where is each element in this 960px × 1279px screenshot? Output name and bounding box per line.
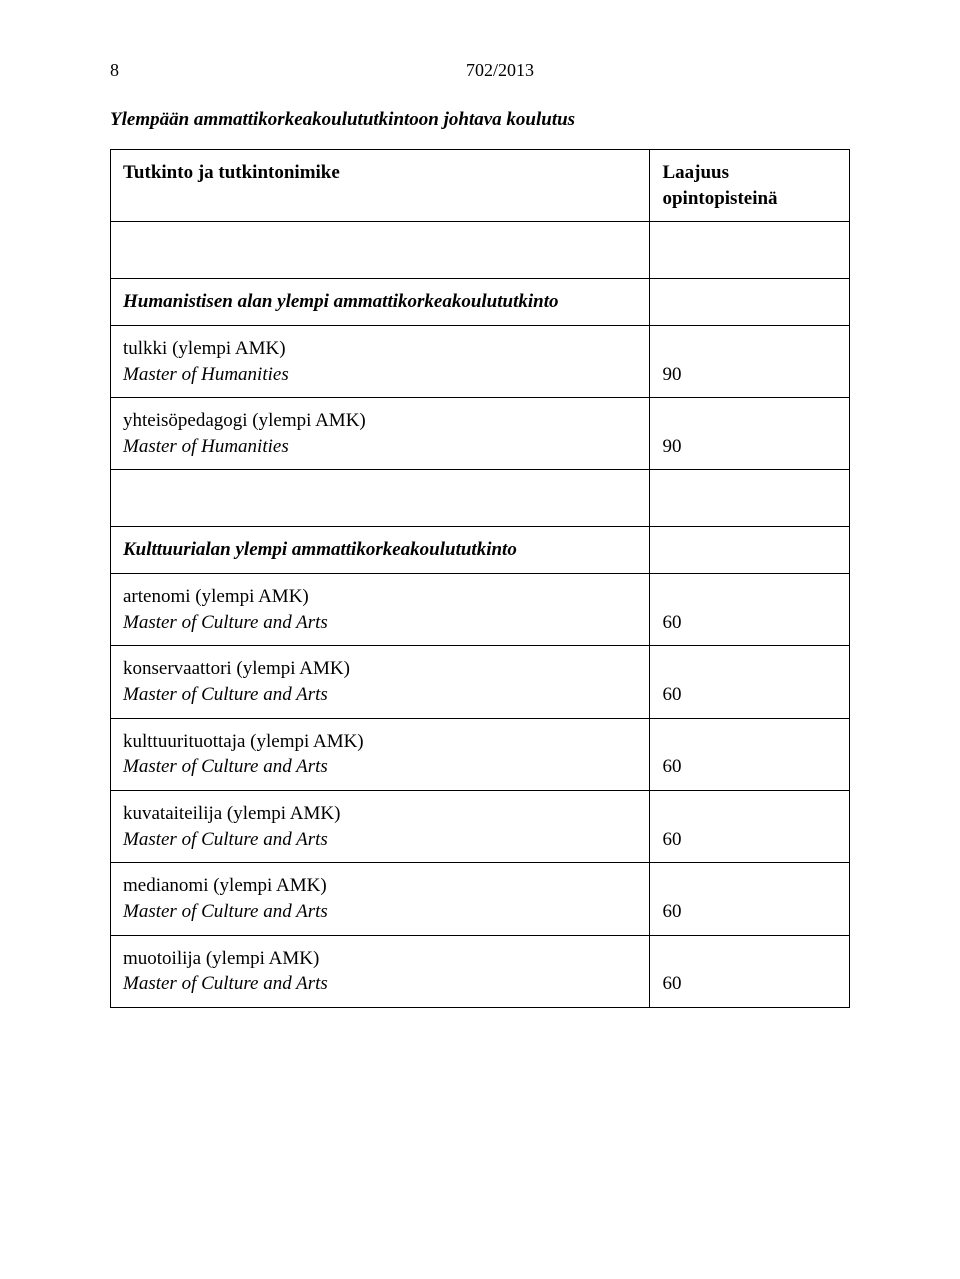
degree-cell: yhteisöpedagogi (ylempi AMK) Master of H… <box>111 398 650 470</box>
degree-name: artenomi (ylempi AMK) <box>123 586 309 607</box>
table-row: kuvataiteilija (ylempi AMK) Master of Cu… <box>111 790 850 862</box>
table-row: yhteisöpedagogi (ylempi AMK) Master of H… <box>111 398 850 470</box>
empty-cell <box>111 222 650 279</box>
table-row: konservaattori (ylempi AMK) Master of Cu… <box>111 646 850 718</box>
table-row: kulttuurituottaja (ylempi AMK) Master of… <box>111 718 850 790</box>
empty-cell <box>650 279 850 326</box>
degree-cell: tulkki (ylempi AMK) Master of Humanities <box>111 325 650 397</box>
group-title: Humanistisen alan ylempi ammattikorkeako… <box>123 291 559 312</box>
page-number: 8 <box>110 60 150 81</box>
doc-reference: 702/2013 <box>150 60 850 81</box>
page: 8 702/2013 Ylempään ammattikorkeakoulutu… <box>0 0 960 1279</box>
table-empty-row <box>111 222 850 279</box>
section-title: Ylempään ammattikorkeakoulututkintoon jo… <box>110 109 850 131</box>
degree-cell: konservaattori (ylempi AMK) Master of Cu… <box>111 646 650 718</box>
credits-cell: 60 <box>650 863 850 935</box>
degree-cell: medianomi (ylempi AMK) Master of Culture… <box>111 863 650 935</box>
table-row: artenomi (ylempi AMK) Master of Culture … <box>111 574 850 646</box>
degree-name: kulttuurituottaja (ylempi AMK) <box>123 731 364 752</box>
empty-cell <box>111 470 650 527</box>
credits-cell: 60 <box>650 574 850 646</box>
group-title-row: Humanistisen alan ylempi ammattikorkeako… <box>111 279 850 326</box>
group-title-cell: Kulttuurialan ylempi ammattikorkeakoulut… <box>111 527 650 574</box>
degree-english: Master of Culture and Arts <box>123 612 328 633</box>
degree-english: Master of Culture and Arts <box>123 756 328 777</box>
group-title: Kulttuurialan ylempi ammattikorkeakoulut… <box>123 539 517 560</box>
group-title-row: Kulttuurialan ylempi ammattikorkeakoulut… <box>111 527 850 574</box>
table-empty-row <box>111 470 850 527</box>
degree-name: yhteisöpedagogi (ylempi AMK) <box>123 410 366 431</box>
degree-english: Master of Culture and Arts <box>123 901 328 922</box>
col-header-left: Tutkinto ja tutkintonimike <box>111 150 650 222</box>
col-header-right: Laajuus opintopisteinä <box>650 150 850 222</box>
group-title-cell: Humanistisen alan ylempi ammattikorkeako… <box>111 279 650 326</box>
table-row: tulkki (ylempi AMK) Master of Humanities… <box>111 325 850 397</box>
table-row: muotoilija (ylempi AMK) Master of Cultur… <box>111 935 850 1007</box>
empty-cell <box>650 222 850 279</box>
degree-english: Master of Culture and Arts <box>123 684 328 705</box>
degree-table: Tutkinto ja tutkintonimike Laajuus opint… <box>110 149 850 1008</box>
credits-cell: 60 <box>650 790 850 862</box>
table-row: medianomi (ylempi AMK) Master of Culture… <box>111 863 850 935</box>
empty-cell <box>650 527 850 574</box>
degree-cell: kuvataiteilija (ylempi AMK) Master of Cu… <box>111 790 650 862</box>
degree-cell: kulttuurituottaja (ylempi AMK) Master of… <box>111 718 650 790</box>
degree-english: Master of Culture and Arts <box>123 973 328 994</box>
degree-cell: muotoilija (ylempi AMK) Master of Cultur… <box>111 935 650 1007</box>
degree-english: Master of Humanities <box>123 364 289 385</box>
degree-english: Master of Culture and Arts <box>123 829 328 850</box>
credits-cell: 60 <box>650 718 850 790</box>
degree-name: muotoilija (ylempi AMK) <box>123 948 319 969</box>
credits-cell: 90 <box>650 325 850 397</box>
table-header-row: Tutkinto ja tutkintonimike Laajuus opint… <box>111 150 850 222</box>
degree-name: konservaattori (ylempi AMK) <box>123 658 350 679</box>
degree-english: Master of Humanities <box>123 436 289 457</box>
degree-name: tulkki (ylempi AMK) <box>123 338 286 359</box>
degree-name: medianomi (ylempi AMK) <box>123 875 327 896</box>
degree-name: kuvataiteilija (ylempi AMK) <box>123 803 340 824</box>
page-header: 8 702/2013 <box>110 60 850 81</box>
empty-cell <box>650 470 850 527</box>
credits-cell: 60 <box>650 935 850 1007</box>
degree-cell: artenomi (ylempi AMK) Master of Culture … <box>111 574 650 646</box>
credits-cell: 90 <box>650 398 850 470</box>
credits-cell: 60 <box>650 646 850 718</box>
